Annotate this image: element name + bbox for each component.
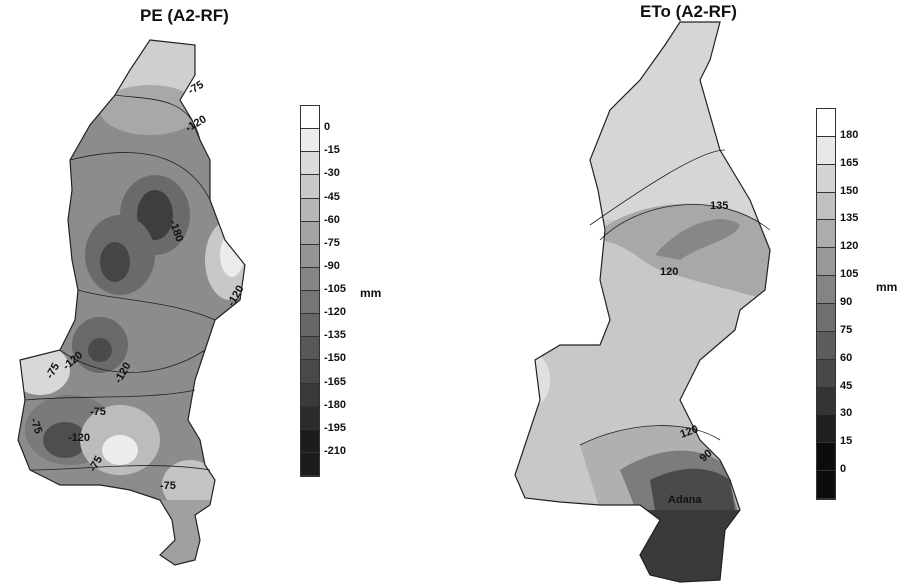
legend-tick-label: -30 [324, 167, 340, 180]
legend-tick-label: 30 [840, 407, 853, 420]
legend-tick-label: -180 [324, 398, 347, 411]
legend-swatch [301, 152, 319, 176]
legend-swatch [301, 221, 319, 245]
legend-swatch [817, 415, 835, 444]
legend-tick-label: -150 [324, 352, 347, 365]
legend-tick-label: -15 [324, 144, 340, 157]
legend-tick-label: 15 [840, 435, 853, 448]
pe-legend: 0 -15 -30 -45 -60 -75 -90 -105 -120 -135 -150 -165 -… [300, 105, 380, 480]
legend-tick-label: 60 [840, 351, 853, 364]
pe-map-title: PE (A2-RF) [140, 6, 229, 25]
legend-swatch [817, 443, 835, 472]
legend-tick-label: -60 [324, 213, 340, 226]
legend-swatch [301, 406, 319, 430]
legend-tick-label: 135 [840, 212, 859, 225]
legend-tick-label: 105 [840, 268, 859, 281]
legend-swatch [817, 220, 835, 249]
legend-swatch [301, 267, 319, 291]
legend-swatch [301, 383, 319, 407]
legend-swatch [817, 136, 835, 165]
legend-swatch [301, 452, 319, 476]
eto-contour-label: 120 [660, 266, 679, 278]
legend-tick-label: -210 [324, 444, 347, 457]
legend-tick-label: 165 [840, 156, 859, 169]
legend-tick-label: 0 [840, 463, 847, 476]
eto-place-label: Adana [668, 494, 702, 506]
pe-contour-label: -75 [160, 480, 176, 492]
legend-swatch [301, 244, 319, 268]
legend-swatch [817, 276, 835, 304]
eto-map-outline [514, 21, 771, 583]
legend-tick-label: 180 [840, 128, 859, 141]
eto-legend: 180 165 150 135 120 105 90 75 60 45 30 15 0 [816, 108, 896, 503]
legend-swatch [301, 360, 319, 384]
eto-map-title: ETo (A2-RF) [640, 2, 737, 21]
legend-swatch [301, 429, 319, 453]
legend-swatch [301, 337, 319, 361]
legend-swatch [817, 248, 835, 277]
legend-swatch [301, 198, 319, 222]
legend-tick-label: -135 [324, 329, 347, 342]
legend-tick-label: 0 [324, 121, 331, 134]
eto-contour-label: 135 [710, 200, 729, 212]
legend-swatch [301, 291, 319, 315]
legend-tick-label: 150 [840, 184, 859, 197]
legend-tick-label: 75 [840, 323, 853, 336]
legend-tick-label: 45 [840, 379, 853, 392]
pe-map-outline [17, 39, 246, 566]
legend-tick-label: -105 [324, 283, 347, 295]
legend-swatch [301, 175, 319, 199]
legend-swatch [817, 331, 835, 360]
legend-tick-label: -90 [324, 259, 340, 272]
legend-swatch [817, 192, 835, 221]
legend-tick-label: -165 [324, 375, 347, 388]
legend-tick-label: -45 [324, 190, 340, 203]
legend-swatch [817, 164, 835, 193]
pe-contour-label: -75 [90, 406, 106, 418]
legend-tick-label: -195 [324, 421, 347, 434]
legend-tick-label: -75 [324, 236, 340, 249]
legend-swatch [301, 106, 319, 130]
legend-swatch [817, 304, 835, 332]
pe-contour-label: -120 [68, 432, 91, 444]
legend-tick-label: -120 [324, 306, 347, 319]
pe-contours [24, 94, 216, 471]
legend-swatch [817, 109, 835, 137]
legend-tick-label: 120 [840, 240, 859, 253]
legend-swatch [817, 387, 835, 416]
pe-unit-label: mm [360, 286, 382, 300]
eto-unit-label: mm [876, 280, 898, 294]
legend-swatch [301, 129, 319, 153]
legend-swatch [817, 359, 835, 388]
legend-swatch [817, 471, 835, 499]
legend-swatch [301, 314, 319, 338]
legend-tick-label: 90 [840, 296, 853, 308]
eto-contours [579, 149, 771, 446]
